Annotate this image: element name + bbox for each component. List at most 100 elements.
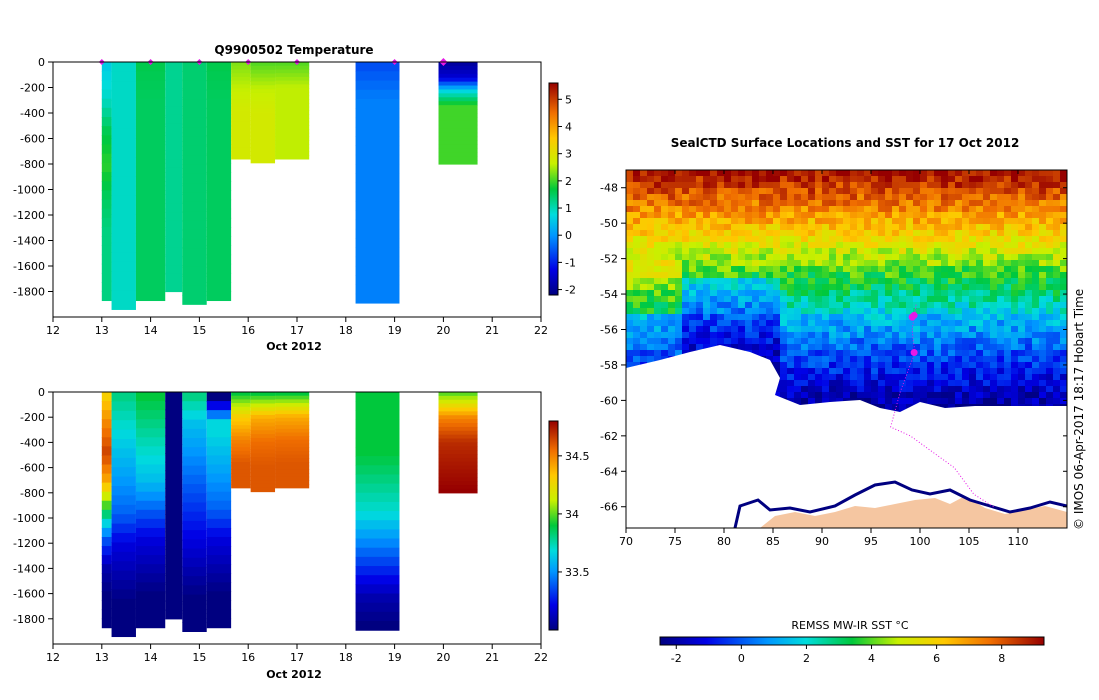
y-tick-label: 0 <box>38 56 45 69</box>
sst-cell <box>1011 224 1019 231</box>
profile-cell <box>101 117 112 127</box>
sst-cell <box>731 338 739 345</box>
profile-cell <box>135 600 166 611</box>
sst-cell <box>731 302 739 309</box>
sst-cell <box>1046 332 1054 339</box>
sst-cell <box>906 326 914 333</box>
profile-cell <box>165 88 183 98</box>
profile-cell <box>355 284 400 295</box>
sst-cell <box>668 236 676 243</box>
sst-cell <box>640 356 648 363</box>
profile-cell <box>438 160 478 165</box>
sst-cell <box>1025 266 1033 273</box>
profile-cell <box>231 121 251 126</box>
profile-cell <box>165 185 183 196</box>
sst-cell <box>955 212 963 219</box>
sst-cell <box>927 398 935 405</box>
sst-cell <box>640 182 648 189</box>
sst-cell <box>885 398 893 405</box>
sst-cell <box>829 386 837 393</box>
profile-cell <box>438 128 478 134</box>
sst-cell <box>836 350 844 357</box>
sst-cell <box>661 266 669 273</box>
profile-cell <box>101 410 112 420</box>
sst-cell <box>731 194 739 201</box>
sst-cell <box>878 212 886 219</box>
sst-cell <box>885 194 893 201</box>
profile-cell <box>231 410 251 415</box>
sst-cell <box>878 272 886 279</box>
sst-cell <box>815 278 823 285</box>
sst-cell <box>906 182 914 189</box>
profile-cell <box>355 293 400 304</box>
sst-cell <box>717 254 725 261</box>
sst-cell <box>717 194 725 201</box>
sst-cell <box>920 176 928 183</box>
sst-cell <box>654 356 662 363</box>
sst-cell <box>906 206 914 213</box>
sst-cell <box>850 326 858 333</box>
sst-cell <box>808 290 816 297</box>
profile-cell <box>250 399 276 405</box>
profile-cell <box>182 465 207 476</box>
sst-cell <box>955 356 963 363</box>
profile-cell <box>231 129 251 134</box>
sst-cell <box>633 260 641 267</box>
sst-cell <box>864 170 872 177</box>
profile-cell <box>135 126 166 136</box>
sst-cell <box>724 188 732 195</box>
profile-cell <box>355 456 400 466</box>
sst-cell <box>962 350 970 357</box>
profile-cell <box>111 128 136 139</box>
sst-cell <box>997 266 1005 273</box>
profile-cell <box>438 89 478 94</box>
colorbar-tick-label: -2 <box>565 284 576 297</box>
sst-cell <box>696 338 704 345</box>
sst-cell <box>710 332 718 339</box>
sst-cell <box>906 356 914 363</box>
profile-cell <box>355 520 400 530</box>
x-tick-label: 22 <box>534 324 548 337</box>
profile-cell <box>206 89 232 100</box>
sst-cell <box>1032 356 1040 363</box>
sst-cell <box>934 194 942 201</box>
sst-cell <box>689 302 697 309</box>
sst-cell <box>836 338 844 345</box>
sst-cell <box>647 188 655 195</box>
sst-cell <box>941 356 949 363</box>
sst-cell <box>836 332 844 339</box>
sst-cell <box>920 374 928 381</box>
sst-cell <box>1032 296 1040 303</box>
profile-cell <box>101 153 112 164</box>
sst-cell <box>969 170 977 177</box>
sst-cell <box>997 206 1005 213</box>
sst-cell <box>766 236 774 243</box>
sst-cell <box>1053 314 1061 321</box>
profile-cell <box>438 485 478 490</box>
profile-cell <box>438 116 478 122</box>
sst-cell <box>906 344 914 351</box>
sst-cell <box>927 194 935 201</box>
sst-cell <box>1018 290 1026 297</box>
sst-cell <box>920 344 928 351</box>
sst-colorbar-tick-label: 8 <box>998 652 1005 665</box>
sst-cell <box>647 314 655 321</box>
profile-cell <box>250 414 276 420</box>
sst-cell <box>934 188 942 195</box>
sst-cell <box>934 332 942 339</box>
sst-cell <box>696 248 704 255</box>
sst-cell <box>689 248 697 255</box>
seal-position <box>908 313 916 321</box>
sst-map-panel: SealCTD Surface Locations and SST for 17… <box>600 136 1086 665</box>
sst-cell <box>1018 236 1026 243</box>
sst-cell <box>878 218 886 225</box>
profile-cell <box>206 172 232 182</box>
sst-cell <box>955 290 963 297</box>
sst-cell <box>941 272 949 279</box>
sst-cell <box>808 176 816 183</box>
sst-cell <box>836 254 844 261</box>
sst-cell <box>976 386 984 393</box>
sst-cell <box>633 362 641 369</box>
profile-cell <box>438 97 478 102</box>
profile-cell <box>275 395 310 400</box>
